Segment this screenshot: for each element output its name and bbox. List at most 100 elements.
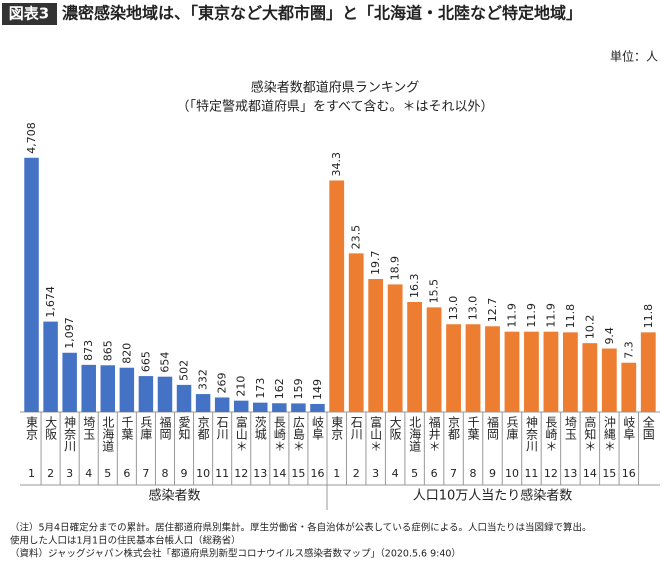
bar — [138, 376, 154, 412]
rank-label: 12 — [234, 467, 248, 480]
value-label: 210 — [235, 376, 248, 397]
note: 使用した人口は1月1日の住民基本台帳人口（総務省） — [10, 535, 241, 547]
x-tick-label: 兵庫 — [139, 416, 153, 441]
value-label: 11.8 — [564, 304, 577, 329]
rank-label: 10 — [196, 467, 210, 480]
x-tick-label: 岐阜 — [310, 416, 324, 440]
value-label: 865 — [101, 340, 114, 361]
rank-label: 13 — [563, 467, 577, 480]
bar — [233, 400, 249, 412]
bar — [485, 326, 500, 412]
x-tick-label: 石川 — [215, 416, 229, 440]
unit: 単位：人 — [610, 49, 658, 64]
rank-label: 2 — [353, 467, 360, 480]
rank-label: 11 — [524, 467, 538, 480]
x-tick-label: 北海道 — [101, 416, 115, 452]
bar — [543, 331, 559, 412]
rank-label: 16 — [622, 467, 636, 480]
x-tick-label: 石川 — [349, 416, 363, 440]
x-tick-label: 神奈川 — [524, 416, 538, 452]
bar — [504, 331, 520, 412]
value-label: 11.9 — [525, 303, 538, 328]
badge-bg — [2, 3, 57, 25]
bar — [310, 403, 325, 412]
note: （注）5月4日確定分までの累計。居住都道府県別集計。厚生労働省・各自治体が公表し… — [10, 522, 592, 534]
x-tick-label: 千葉 — [466, 416, 480, 440]
bar — [426, 307, 442, 412]
bar — [387, 284, 403, 412]
bar — [195, 394, 211, 412]
bar — [62, 352, 77, 412]
value-label: 13.0 — [467, 296, 480, 321]
rank-label: 1 — [28, 467, 35, 480]
x-tick-label: 全国 — [641, 415, 655, 440]
value-label: 10.2 — [583, 315, 596, 340]
value-label: 162 — [273, 378, 286, 399]
rank-label: 9 — [489, 467, 496, 480]
x-tick-label: 京都 — [447, 416, 461, 440]
x-tick-label: 福井＊ — [427, 415, 441, 452]
value-label: 23.5 — [350, 225, 363, 250]
x-tick-label: 富山＊ — [369, 415, 383, 452]
rank-label: 14 — [583, 467, 597, 480]
rank-label: 12 — [544, 467, 558, 480]
x-tick-label: 福岡 — [486, 415, 500, 440]
rank-label: 7 — [450, 467, 457, 480]
bar — [621, 362, 637, 412]
value-label: 11.9 — [505, 303, 518, 328]
x-tick-label: 長崎＊ — [544, 416, 558, 452]
value-label: 12.7 — [486, 298, 499, 323]
rank-label: 3 — [372, 467, 379, 480]
rank-label: 13 — [253, 467, 267, 480]
value-label: 16.3 — [408, 273, 421, 298]
value-label: 9.4 — [603, 327, 616, 345]
x-tick-label: 埼玉 — [82, 416, 96, 440]
rank-label: 7 — [142, 467, 149, 480]
rank-label: 6 — [431, 467, 438, 480]
value-label: 4,708 — [25, 122, 38, 154]
x-tick-label: 北海道 — [408, 416, 422, 452]
bar — [81, 364, 96, 412]
rank-label: 6 — [123, 467, 130, 480]
rank-label: 14 — [272, 467, 286, 480]
rank-label: 10 — [505, 467, 519, 480]
x-tick-label: 茨城 — [253, 416, 267, 441]
x-tick-label: 富山＊ — [234, 415, 248, 452]
rank-label: 11 — [215, 467, 229, 480]
rank-label: 8 — [161, 467, 168, 480]
chart-title: 感染者数都道府県ランキング — [251, 80, 420, 96]
bar — [176, 384, 192, 412]
value-label: 11.8 — [642, 304, 655, 329]
x-tick-label: 埼玉 — [563, 416, 577, 440]
x-tick-label: 高知＊ — [583, 415, 597, 452]
x-tick-label: 沖縄＊ — [602, 416, 616, 452]
x-tick-label: 東京 — [330, 416, 344, 441]
bar — [24, 157, 39, 412]
bar — [465, 324, 481, 412]
bar — [368, 279, 384, 412]
rank-label: 3 — [66, 467, 73, 480]
x-tick-label: 福岡 — [158, 415, 172, 440]
rank-label: 15 — [602, 467, 616, 480]
bar — [640, 332, 656, 412]
x-tick-label: 大阪 — [44, 416, 58, 441]
bar — [43, 321, 58, 412]
value-label: 873 — [82, 340, 95, 361]
bar — [214, 397, 230, 412]
rank-label: 4 — [85, 467, 92, 480]
page-title: 濃密感染地域は、「東京など大都市圏」と「北海道・北陸など特定地域」 — [62, 4, 582, 23]
value-label: 820 — [120, 343, 133, 364]
value-label: 159 — [292, 378, 305, 399]
value-label: 665 — [139, 351, 152, 372]
x-tick-label: 京都 — [196, 416, 210, 440]
bar — [253, 402, 268, 412]
value-label: 173 — [254, 378, 267, 399]
bar — [100, 365, 116, 412]
value-label: 11.9 — [544, 303, 557, 328]
rank-label: 5 — [104, 467, 111, 480]
bar — [272, 403, 287, 412]
value-label: 502 — [178, 360, 191, 381]
value-label: 18.9 — [389, 256, 402, 281]
x-tick-label: 岐阜 — [622, 416, 636, 440]
